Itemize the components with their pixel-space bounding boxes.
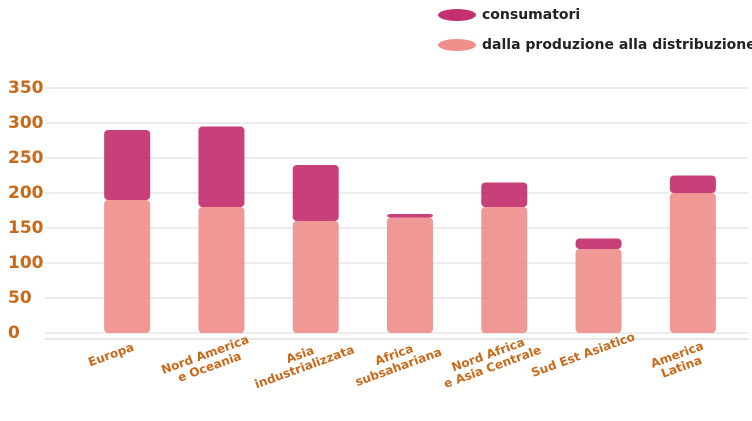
y-tick-label: 100 — [8, 253, 44, 273]
bar-segment — [669, 193, 716, 333]
bar-segment — [575, 238, 622, 249]
bar-segment — [198, 126, 245, 207]
bar-segment — [198, 207, 245, 333]
bar-segment — [387, 217, 433, 333]
bar-segment — [481, 207, 528, 333]
y-tick-label: 50 — [8, 288, 32, 308]
bar-segment — [669, 175, 716, 193]
legend-label: dalla produzione alla distribuzione — [482, 37, 752, 53]
bar-segment — [292, 165, 339, 221]
y-tick-label: 0 — [8, 323, 20, 343]
legend-swatch — [438, 39, 476, 51]
bar-segment — [104, 130, 151, 200]
y-tick-label: 200 — [8, 183, 44, 203]
y-tick-label: 150 — [8, 218, 44, 238]
y-tick-label: 300 — [8, 113, 44, 133]
bar-segment — [387, 214, 433, 218]
bar-segment — [292, 221, 339, 333]
y-tick-label: 250 — [8, 148, 44, 168]
legend-label: consumatori — [482, 7, 580, 23]
bar-segment — [104, 200, 151, 333]
legend-swatch — [438, 9, 476, 21]
bar-segment — [575, 249, 622, 333]
bar-segment — [481, 182, 528, 207]
y-tick-label: 350 — [8, 78, 44, 98]
